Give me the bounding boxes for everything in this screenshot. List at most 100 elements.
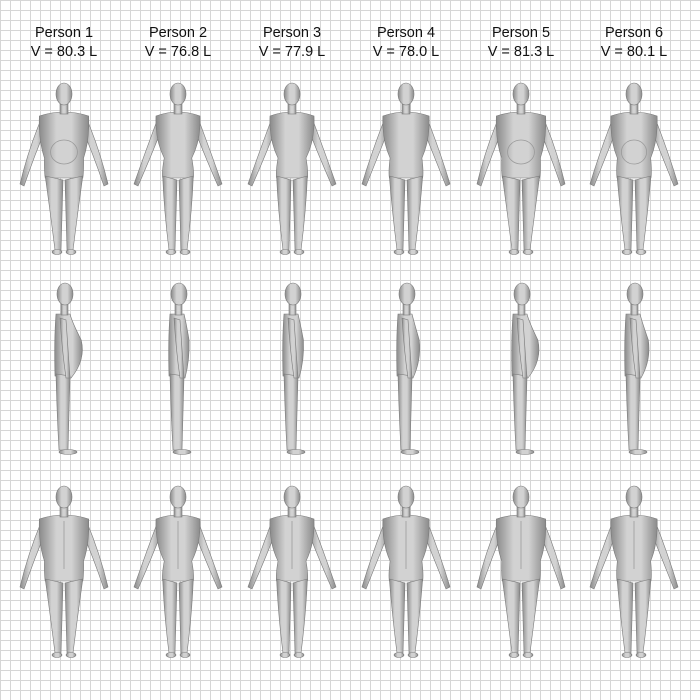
torso — [382, 111, 430, 179]
leg-right — [64, 175, 84, 251]
person-header: Person 1 V = 80.3 L — [9, 24, 119, 62]
neck — [59, 103, 69, 115]
body-scan-side — [282, 282, 306, 455]
body-scan-front — [19, 82, 109, 255]
body-figure-side-view — [6, 280, 122, 458]
leg-right — [521, 578, 541, 654]
body-figure-side-view — [234, 280, 350, 458]
leg — [625, 373, 641, 451]
body-figure-side-view — [348, 280, 464, 458]
arm-right — [307, 117, 337, 187]
foot-right — [179, 652, 191, 658]
leg-left — [616, 578, 634, 654]
arm — [173, 317, 185, 379]
foot-left — [621, 652, 633, 658]
arm-right — [193, 520, 223, 590]
arm-left — [247, 117, 277, 187]
torso — [610, 111, 658, 179]
foot-right — [293, 652, 305, 658]
body-figure-back-view — [234, 483, 350, 661]
leg — [283, 373, 299, 451]
head — [625, 485, 643, 509]
head — [170, 282, 188, 306]
body-figure-front-view — [6, 80, 122, 258]
person-name: Person 6 — [604, 25, 664, 41]
neck — [516, 103, 526, 115]
belly-contour — [621, 139, 648, 165]
body-scan-front — [133, 82, 223, 255]
leg-left — [389, 175, 406, 251]
neck — [629, 103, 639, 115]
leg-right — [406, 578, 423, 654]
person-volume: V = 80.1 L — [600, 44, 668, 60]
neck — [630, 303, 639, 316]
foot — [400, 449, 420, 455]
body-scan-side — [168, 282, 192, 455]
head — [56, 282, 74, 306]
foot — [515, 449, 535, 455]
head — [283, 485, 301, 509]
body-scan-side — [511, 282, 540, 455]
body-figure-front-view — [463, 80, 579, 258]
head — [512, 485, 530, 509]
arm-left — [247, 520, 277, 590]
neck — [287, 506, 297, 518]
body-figure-back-view — [463, 483, 579, 661]
body-figure-back-view — [6, 483, 122, 661]
leg-right — [634, 578, 652, 654]
body-figure-back-view — [348, 483, 464, 661]
leg-left — [44, 175, 64, 251]
arm-right — [193, 117, 223, 187]
leg — [512, 373, 528, 451]
body-scan-front — [476, 82, 566, 255]
person-name: Person 2 — [148, 25, 208, 41]
leg-left — [162, 175, 178, 251]
head — [283, 82, 301, 106]
arm-left — [133, 520, 163, 590]
leg-right — [64, 578, 84, 654]
arm — [629, 317, 641, 379]
person-header: Person 6 V = 80.1 L — [579, 24, 689, 62]
foot-right — [65, 652, 77, 658]
neck — [516, 506, 526, 518]
leg-left — [162, 578, 178, 654]
neck — [174, 303, 183, 316]
torso — [269, 111, 315, 179]
head — [513, 282, 531, 306]
arm — [516, 317, 528, 379]
leg-left — [44, 578, 64, 654]
neck — [288, 303, 297, 316]
body-scan-back — [19, 485, 109, 658]
body-scan-front — [589, 82, 679, 255]
person-name: Person 1 — [34, 25, 94, 41]
foot-left — [621, 249, 633, 255]
foot-left — [508, 249, 520, 255]
foot-right — [635, 652, 647, 658]
torso — [38, 111, 90, 179]
neck — [287, 103, 297, 115]
neck — [173, 103, 183, 115]
foot-right — [293, 249, 305, 255]
body-figure-side-view — [576, 280, 692, 458]
foot-left — [165, 249, 177, 255]
neck — [401, 506, 411, 518]
leg-right — [292, 578, 308, 654]
body-figure-front-view — [234, 80, 350, 258]
head — [626, 282, 644, 306]
body-scan-side — [624, 282, 650, 455]
neck — [402, 303, 411, 316]
arm — [59, 317, 71, 379]
neck — [401, 103, 411, 115]
foot-left — [393, 652, 405, 658]
body-figure-front-view — [120, 80, 236, 258]
leg — [169, 373, 185, 451]
head — [169, 485, 187, 509]
body-figure-back-view — [576, 483, 692, 661]
foot — [58, 449, 78, 455]
body-figure-side-view — [120, 280, 236, 458]
foot-left — [51, 249, 63, 255]
foot-right — [65, 249, 77, 255]
foot-left — [165, 652, 177, 658]
body-scan-back — [133, 485, 223, 658]
leg-left — [501, 578, 521, 654]
